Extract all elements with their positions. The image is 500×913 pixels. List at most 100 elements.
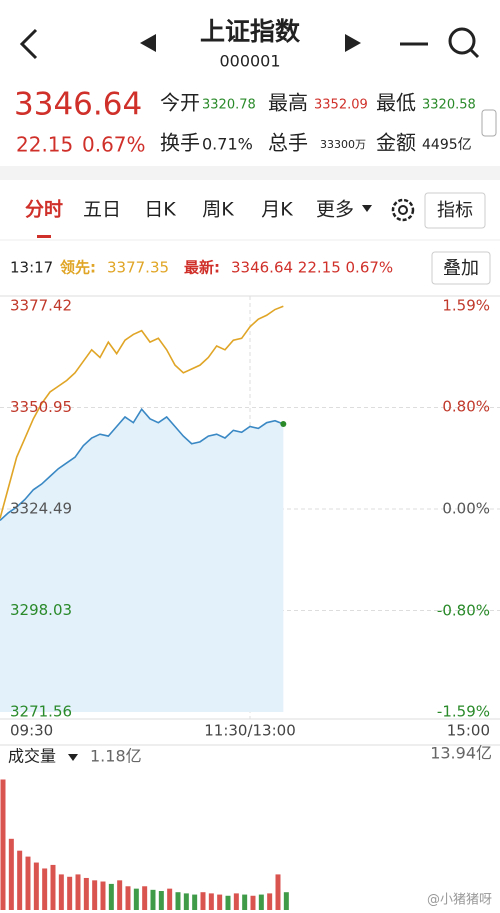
volume-bar xyxy=(242,894,248,910)
volume-bar xyxy=(217,894,223,910)
y2-tick-label: 0.00% xyxy=(442,500,490,518)
prev-button[interactable] xyxy=(140,34,156,52)
price-line xyxy=(0,305,284,519)
info-latest-value: 3346.64 22.15 0.67% xyxy=(231,259,393,277)
volume-bar xyxy=(267,893,273,910)
y-tick-label: 1.18亿 xyxy=(90,747,142,766)
overlay-button[interactable] xyxy=(431,251,491,285)
volume-bar xyxy=(50,864,56,910)
info-lead-value: 3377.35 xyxy=(107,259,169,277)
price-line xyxy=(0,407,284,522)
next-button[interactable] xyxy=(345,34,361,52)
y-tick-label: 3324.49 xyxy=(10,500,72,518)
volume-bar xyxy=(142,886,148,910)
volume-bar xyxy=(233,893,239,910)
tab[interactable]: 日K xyxy=(144,199,176,221)
stat-label: 最高 xyxy=(268,91,308,115)
volume-bar xyxy=(75,874,81,910)
x-tick-label: 09:30 xyxy=(10,722,53,740)
overlay-label: 叠加 xyxy=(443,258,479,279)
volume-bar xyxy=(250,895,256,910)
change-pct: 0.67% xyxy=(82,133,146,157)
tab[interactable]: 五日 xyxy=(83,199,121,221)
volume-bar xyxy=(125,886,131,910)
volume-bar xyxy=(83,877,89,910)
volume-bar xyxy=(67,876,73,910)
y-tick-label: 3377.42 xyxy=(10,297,72,315)
volume-bar xyxy=(225,895,231,910)
change: 22.15 xyxy=(16,133,73,157)
expand-handle[interactable] xyxy=(481,109,497,137)
last-point xyxy=(280,421,287,428)
stat-label: 今开 xyxy=(160,91,200,115)
x-tick-label: 15:00 xyxy=(447,722,490,740)
tab[interactable]: 分时 xyxy=(25,199,63,221)
volume-bar xyxy=(133,888,139,910)
volume-bar xyxy=(192,894,198,910)
separator xyxy=(0,166,500,180)
stat-label: 换手 xyxy=(160,131,200,155)
volume-bar xyxy=(92,880,98,910)
stat-value: 4495亿 xyxy=(422,137,472,153)
tab-underline xyxy=(37,235,51,238)
stat-value: 3352.09 xyxy=(314,98,368,113)
volume-bar xyxy=(25,856,31,910)
volume-bar xyxy=(108,883,114,910)
tab[interactable]: 月K xyxy=(261,199,293,221)
stat-value: 3320.58 xyxy=(422,98,476,113)
volume-bar xyxy=(8,838,14,910)
stat-value: 0.71% xyxy=(202,135,253,154)
watermark: @小猪猪呀 xyxy=(427,893,492,908)
volume-total: 13.94亿 xyxy=(430,744,492,763)
tab[interactable]: 更多 xyxy=(316,199,354,221)
indicator-label: 指标 xyxy=(437,200,473,221)
info-lead-label: 领先: xyxy=(59,259,96,277)
volume-bar xyxy=(208,893,214,910)
volume-bar xyxy=(42,868,48,910)
code: 000001 xyxy=(219,52,280,71)
y2-tick-label: -1.59% xyxy=(437,703,490,721)
y2-tick-label: -0.80% xyxy=(437,602,490,620)
volume-bar xyxy=(100,881,106,910)
volume-bar xyxy=(58,874,64,910)
volume-bar xyxy=(117,880,123,910)
price-area xyxy=(0,409,284,712)
volume-bar xyxy=(17,850,23,910)
tab-bar: 分时 五日 日K 周K 月K 更多 xyxy=(25,199,354,221)
y-tick-label: 3298.03 xyxy=(10,601,72,619)
volume-bar xyxy=(258,894,264,910)
stat-label: 金额 xyxy=(376,131,416,155)
settings-button[interactable] xyxy=(391,198,415,222)
x-tick-label: 11:30/13:00 xyxy=(204,722,296,740)
back-button[interactable] xyxy=(19,28,38,60)
y2-tick-label: 1.59% xyxy=(442,297,490,315)
volume-label[interactable]: 成交量 xyxy=(8,747,56,766)
indicator-button[interactable] xyxy=(424,192,486,229)
volume-bar xyxy=(283,892,289,910)
search-button[interactable] xyxy=(448,27,480,59)
volume-bar xyxy=(175,892,181,910)
title: 上证指数 xyxy=(200,17,301,46)
y-tick-label: 3271.56 xyxy=(10,703,72,721)
y2-tick-label: 0.80% xyxy=(442,397,490,415)
volume-bar xyxy=(150,889,156,910)
volume-bar xyxy=(200,892,206,910)
volume-bar xyxy=(275,874,281,910)
tab[interactable]: 周K xyxy=(202,199,234,221)
price: 3346.64 xyxy=(14,87,142,123)
volume-arrow[interactable] xyxy=(68,754,78,761)
stat-label: 总手 xyxy=(268,131,308,155)
stat-value: 33300万 xyxy=(320,138,366,151)
y-tick-label: 3350.95 xyxy=(10,398,72,416)
stat-label: 最低 xyxy=(376,91,416,115)
info-time: 13:17 xyxy=(10,259,53,277)
info-latest-label: 最新: xyxy=(184,259,220,277)
volume-bar xyxy=(167,888,173,910)
volume-bar xyxy=(0,779,6,910)
more-arrow[interactable] xyxy=(362,205,372,212)
volume-bar xyxy=(33,862,39,910)
volume-bar xyxy=(183,893,189,910)
volume-bar xyxy=(158,891,164,910)
